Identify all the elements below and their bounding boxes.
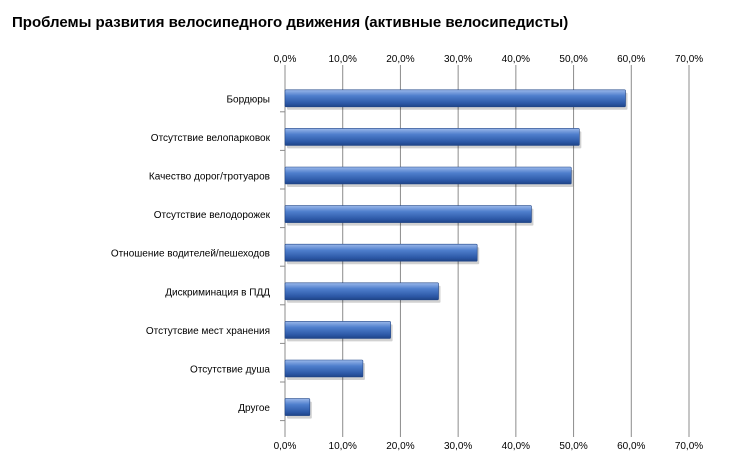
bar bbox=[284, 321, 391, 339]
x-tick-label-top: 70,0% bbox=[675, 54, 703, 65]
bar bbox=[284, 398, 311, 416]
category-label: Отсутствие велодорожек bbox=[154, 210, 271, 221]
x-tick-label-top: 50,0% bbox=[559, 54, 587, 65]
x-tick-label-top: 40,0% bbox=[502, 54, 530, 65]
category-label: Бордюры bbox=[226, 94, 270, 105]
bar bbox=[284, 89, 626, 108]
category-label: Качество дорог/тротуаров bbox=[149, 172, 270, 183]
category-label: Отношение водителей/пешеходов bbox=[111, 249, 270, 260]
bar bbox=[284, 166, 572, 185]
x-tick-label-top: 30,0% bbox=[444, 54, 472, 65]
bar bbox=[284, 243, 478, 262]
x-tick-label-bottom: 0,0% bbox=[274, 441, 297, 452]
x-tick-label-bottom: 20,0% bbox=[386, 441, 414, 452]
x-tick-label-bottom: 40,0% bbox=[502, 441, 530, 452]
x-tick-label-top: 20,0% bbox=[386, 54, 414, 65]
category-label: Отсутствие душа bbox=[190, 365, 270, 376]
x-tick-label-bottom: 50,0% bbox=[559, 441, 587, 452]
bar bbox=[284, 128, 580, 146]
x-tick-label-top: 10,0% bbox=[329, 54, 357, 65]
category-label: Отстутсвие мест хранения bbox=[146, 326, 270, 337]
chart-title: Проблемы развития велосипедного движения… bbox=[12, 14, 569, 31]
bar bbox=[284, 359, 364, 378]
category-label: Дискриминация в ПДД bbox=[165, 287, 270, 298]
bar bbox=[284, 282, 439, 301]
bar bbox=[284, 205, 532, 223]
x-tick-label-top: 60,0% bbox=[617, 54, 645, 65]
x-tick-label-top: 0,0% bbox=[274, 54, 297, 65]
x-tick-label-bottom: 60,0% bbox=[617, 441, 645, 452]
category-label: Другое bbox=[238, 403, 270, 414]
x-tick-label-bottom: 30,0% bbox=[444, 441, 472, 452]
category-label: Отсутствие велопарковок bbox=[151, 133, 271, 144]
x-tick-label-bottom: 70,0% bbox=[675, 441, 703, 452]
x-tick-label-bottom: 10,0% bbox=[329, 441, 357, 452]
